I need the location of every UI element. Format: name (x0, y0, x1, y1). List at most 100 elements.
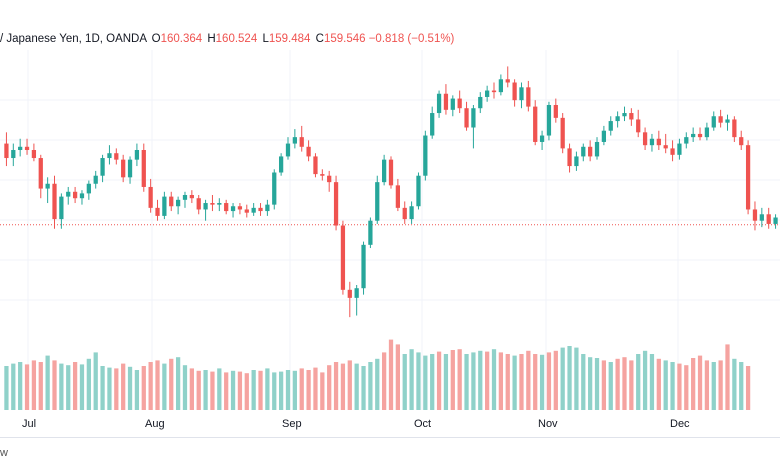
candle-body (574, 156, 579, 167)
candle (388, 156, 394, 189)
volume-bar (230, 370, 236, 410)
candle (718, 109, 723, 128)
volume-bar (285, 370, 291, 410)
candle-body (333, 182, 339, 226)
candle-body (237, 206, 243, 210)
candle-body (670, 148, 675, 155)
volume-bar (519, 354, 524, 410)
candle-body (409, 206, 414, 220)
candle (581, 143, 586, 162)
candle (539, 130, 545, 150)
volume-bar (203, 370, 208, 410)
candle (745, 140, 751, 215)
candle (553, 98, 558, 123)
candle-body (745, 145, 751, 210)
volume-bar (59, 363, 64, 410)
volume-bar (189, 368, 194, 410)
candle (725, 114, 730, 131)
volume-bar (4, 366, 9, 410)
volume-bar (629, 360, 634, 410)
volume-bar (704, 360, 710, 410)
candle (642, 127, 648, 150)
volume-bar (237, 371, 243, 410)
candle (24, 138, 30, 155)
candle-body (533, 106, 538, 142)
candle-body (739, 137, 744, 146)
volume-bar (567, 346, 572, 410)
volume-bar (663, 360, 668, 410)
candle (230, 203, 236, 218)
candle-body (347, 289, 352, 298)
candle-body (416, 175, 421, 207)
candle-body (608, 121, 613, 131)
candle-body (127, 159, 133, 178)
candle-body (691, 133, 696, 138)
volume-bar (560, 347, 565, 410)
candle-body (704, 127, 710, 138)
candle-body (203, 203, 208, 210)
footer-text[interactable]: w (0, 447, 8, 459)
candle-body (196, 198, 201, 210)
candle (594, 137, 600, 160)
candle-body (375, 182, 380, 221)
volume-bar (574, 347, 579, 410)
volume-bar (127, 366, 133, 410)
candle-body (629, 113, 634, 120)
candle (299, 125, 304, 152)
candle-body (732, 119, 737, 138)
volume-bar (402, 354, 407, 410)
candle-body (224, 203, 229, 212)
candle (278, 153, 284, 176)
candle-body (340, 225, 346, 290)
candle (601, 125, 607, 146)
volume-bar (148, 362, 153, 410)
candle-body (402, 207, 407, 220)
candle (292, 129, 297, 149)
candle (313, 153, 318, 178)
volume-bar (443, 354, 449, 410)
x-tick-label: Aug (145, 418, 165, 430)
volume-bar (416, 352, 421, 410)
candle (416, 172, 421, 210)
volume-bar (594, 358, 600, 410)
candle (697, 127, 703, 141)
candle (189, 190, 194, 204)
candle-body (272, 172, 277, 205)
volume-bar (622, 357, 627, 410)
candle (169, 191, 174, 212)
price-chart[interactable] (0, 0, 780, 437)
candle-body (471, 108, 476, 128)
candle (148, 178, 153, 213)
candle-body (526, 87, 531, 107)
candle (656, 130, 661, 150)
volume-bar (581, 354, 586, 410)
candle (79, 190, 85, 205)
candle (121, 154, 126, 183)
volume-bar (134, 370, 140, 410)
volume-bar (382, 352, 387, 410)
candle-body (594, 141, 600, 157)
volume-bars (4, 339, 751, 410)
volume-bar (691, 358, 696, 410)
volume-bar (107, 367, 112, 410)
candle-body (388, 159, 394, 186)
candle (684, 132, 689, 149)
candle-body (368, 220, 373, 245)
volume-bar (272, 372, 277, 410)
candle (430, 106, 435, 139)
candle-body (752, 209, 758, 221)
candle (11, 143, 16, 167)
volume-bar (72, 362, 78, 410)
volume-bar (485, 351, 490, 410)
candle (347, 281, 352, 318)
candle-body (656, 138, 661, 146)
volume-bar (292, 370, 297, 410)
candle (72, 186, 78, 204)
symbol-title: / Japanese Yen, 1D, OANDA (0, 33, 147, 45)
candle (464, 101, 469, 131)
candle-body (306, 146, 311, 157)
volume-bar (539, 354, 545, 410)
close-label: C (315, 33, 324, 45)
candle-body (251, 207, 256, 213)
candle (66, 186, 71, 205)
